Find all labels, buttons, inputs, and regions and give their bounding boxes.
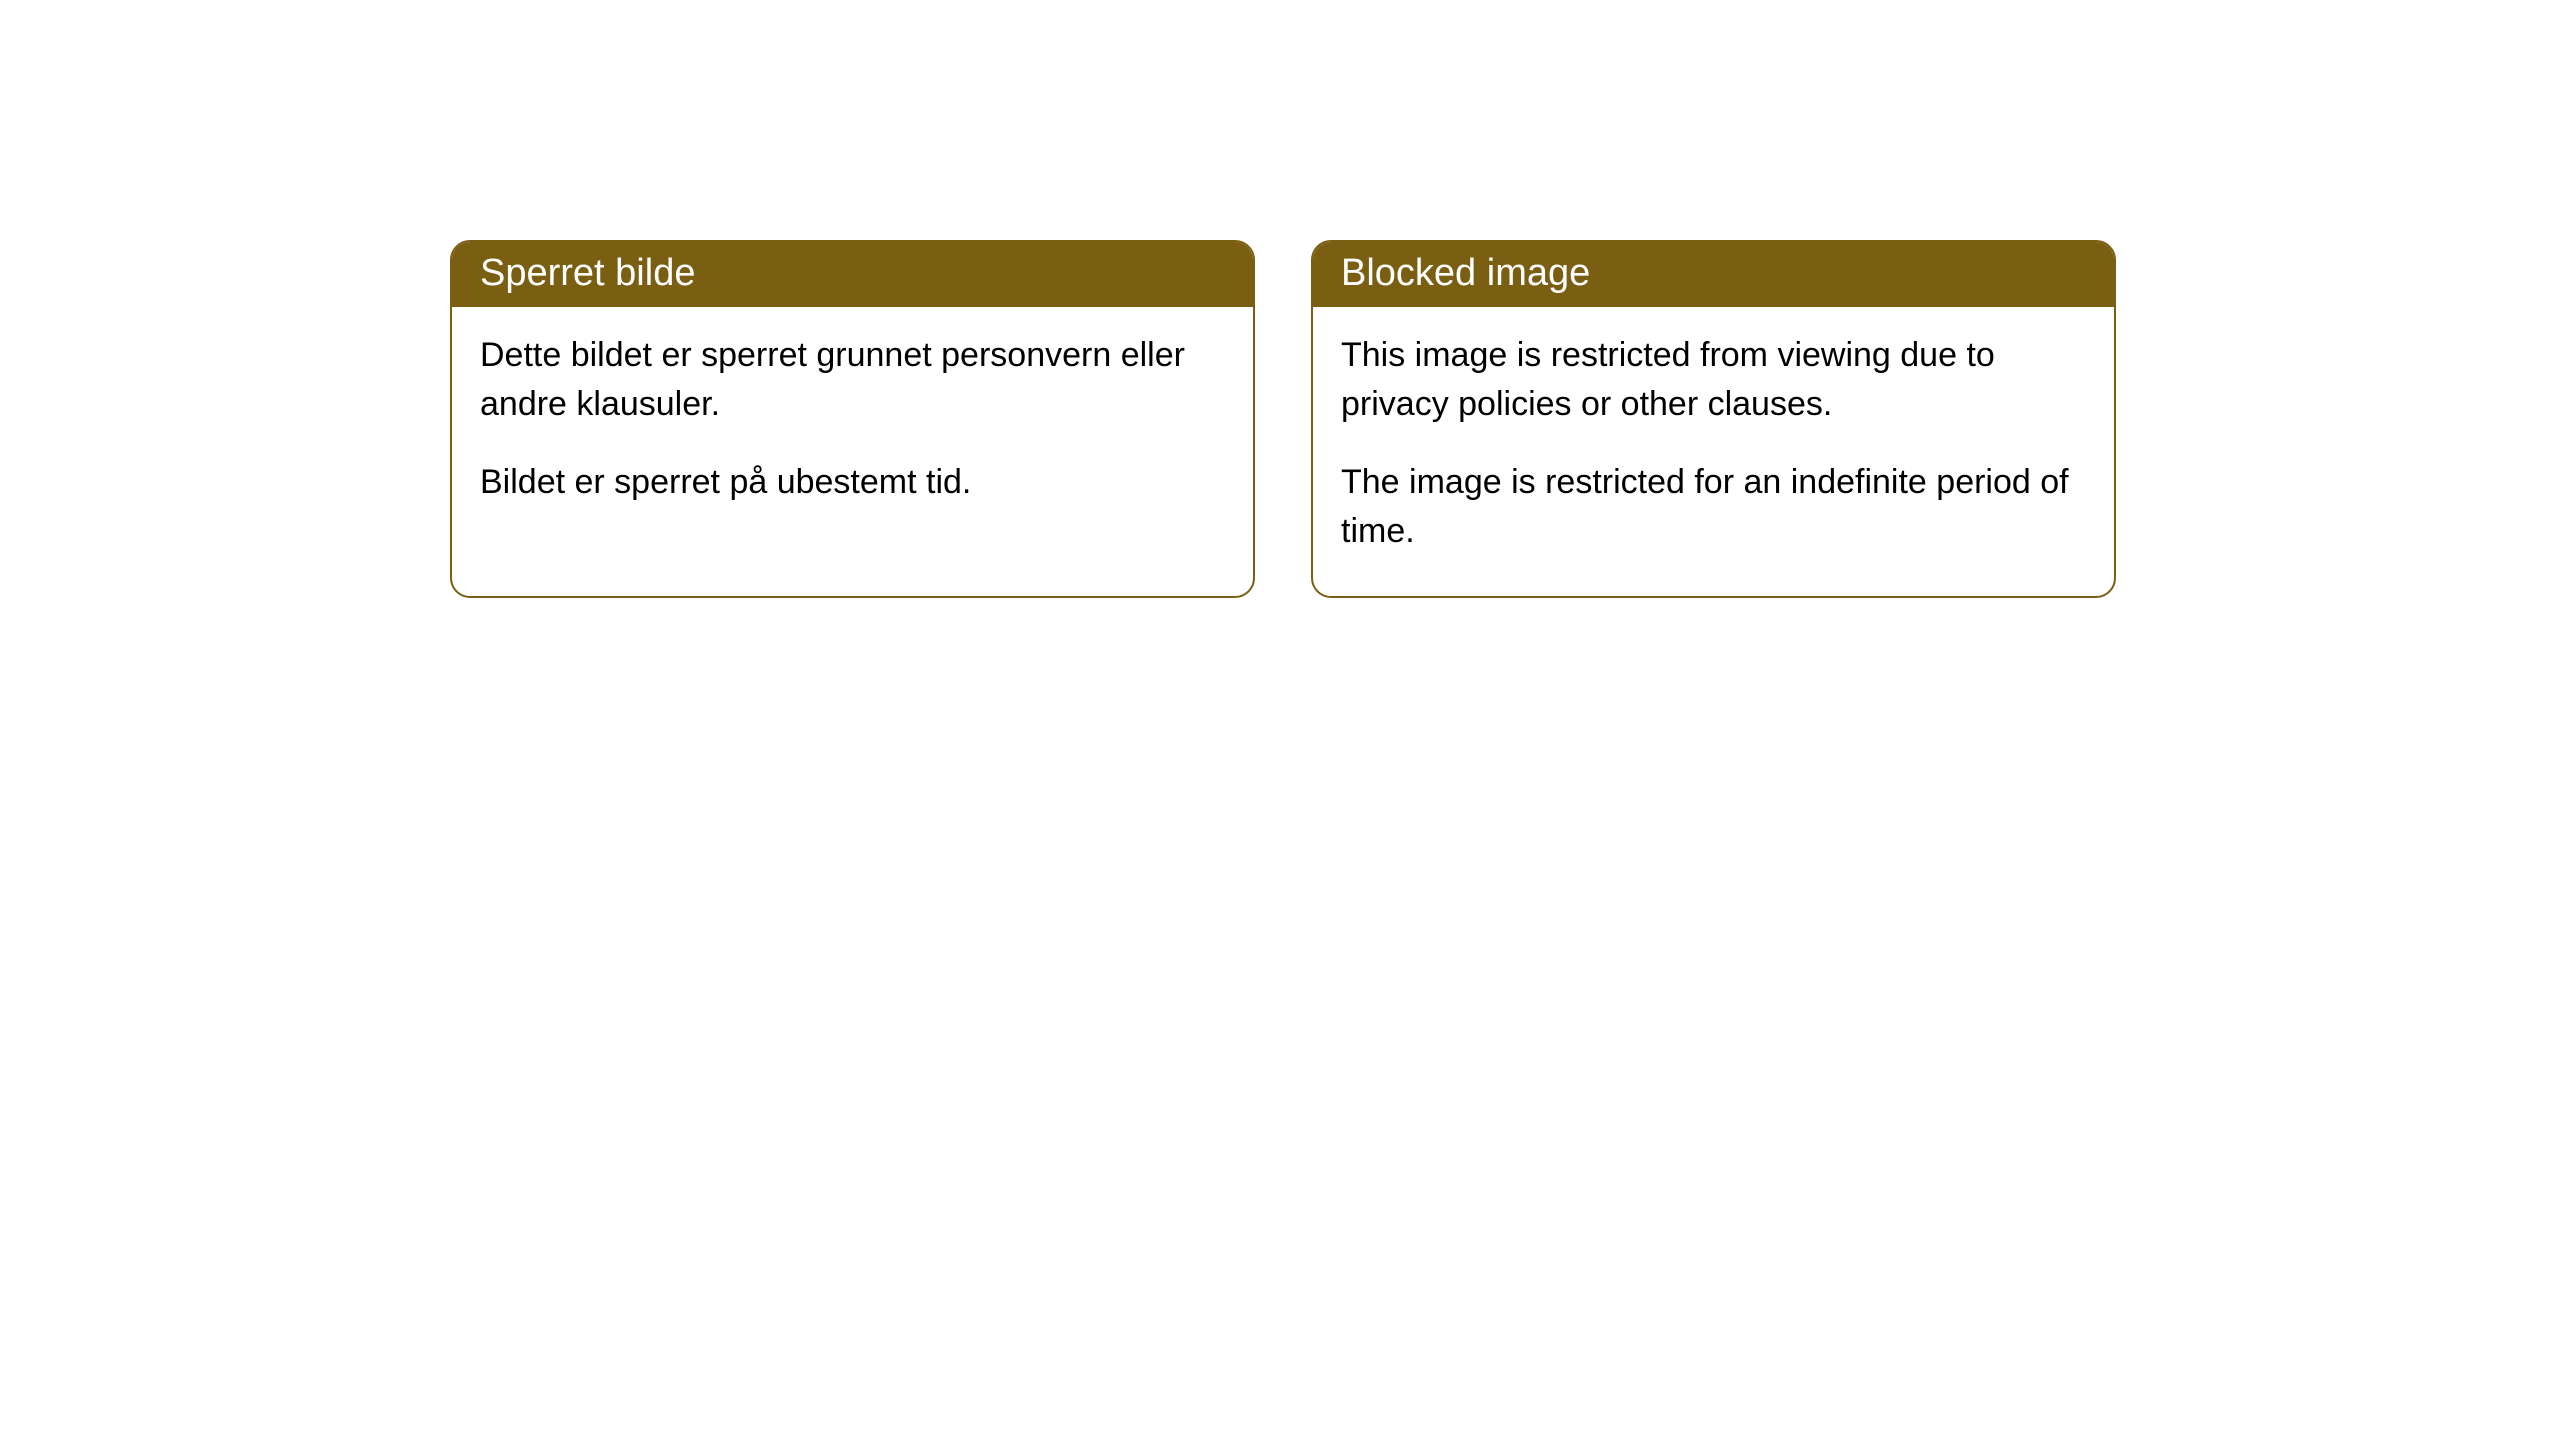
card-english: Blocked image This image is restricted f… <box>1311 240 2116 598</box>
card-body-english: This image is restricted from viewing du… <box>1313 307 2114 596</box>
cards-container: Sperret bilde Dette bildet er sperret gr… <box>450 240 2116 598</box>
card-body-norwegian: Dette bildet er sperret grunnet personve… <box>452 307 1253 547</box>
card-paragraph: Dette bildet er sperret grunnet personve… <box>480 331 1225 430</box>
card-header-norwegian: Sperret bilde <box>452 242 1253 307</box>
card-paragraph: This image is restricted from viewing du… <box>1341 331 2086 430</box>
card-norwegian: Sperret bilde Dette bildet er sperret gr… <box>450 240 1255 598</box>
card-paragraph: Bildet er sperret på ubestemt tid. <box>480 458 1225 507</box>
card-header-english: Blocked image <box>1313 242 2114 307</box>
card-paragraph: The image is restricted for an indefinit… <box>1341 458 2086 557</box>
